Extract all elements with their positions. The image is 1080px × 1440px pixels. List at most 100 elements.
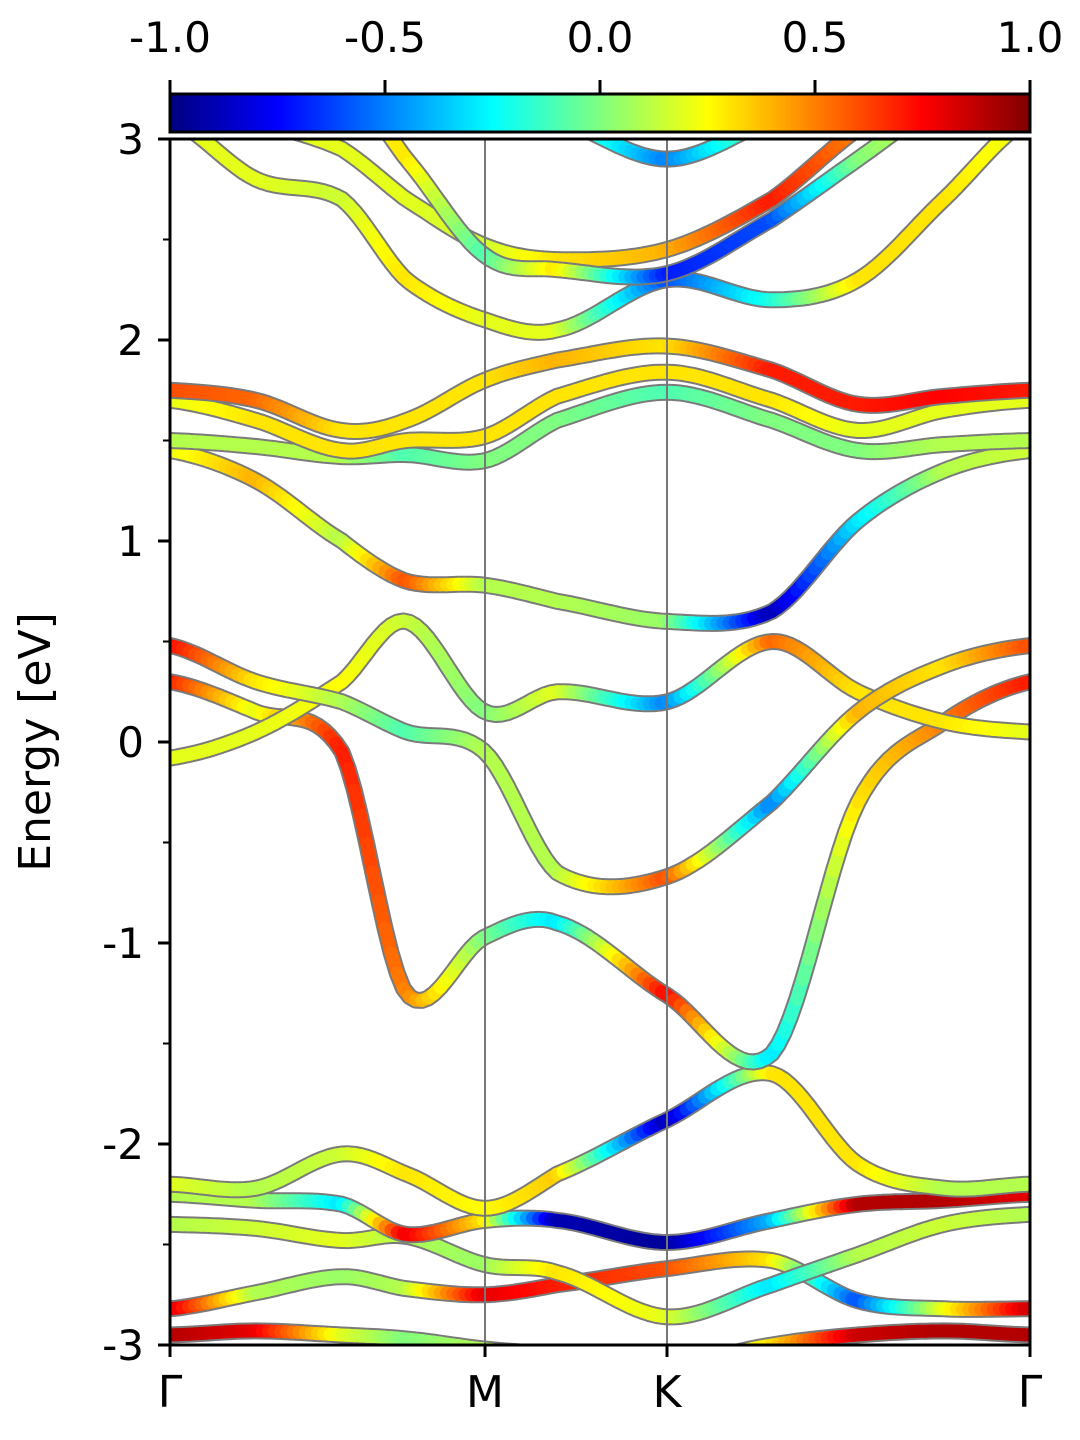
band-segment bbox=[268, 41, 274, 42]
band-segment bbox=[330, 73, 336, 76]
band-segment bbox=[729, 1353, 735, 1355]
band-segment bbox=[434, 86, 440, 88]
y-axis-label: Energy [eV] bbox=[10, 612, 61, 872]
band-segment bbox=[563, 1356, 569, 1357]
band-segment bbox=[864, 73, 870, 76]
band-segment bbox=[287, 63, 293, 64]
band-segment bbox=[589, 139, 607, 144]
band-segment bbox=[317, 69, 323, 71]
band-segment bbox=[852, 79, 858, 82]
band-segment bbox=[188, 85, 194, 88]
band-segment bbox=[680, 1363, 686, 1364]
band-segment bbox=[975, 59, 981, 62]
band-segment bbox=[324, 70, 330, 72]
band-3 bbox=[170, 1205, 1030, 1326]
band-10 bbox=[170, 383, 1030, 471]
band-segment bbox=[238, 54, 244, 56]
y-tick-label: 2 bbox=[117, 316, 144, 365]
band-segment bbox=[410, 80, 416, 82]
band-1 bbox=[170, 1322, 1030, 1364]
band-segment bbox=[256, 59, 262, 60]
band-6 bbox=[170, 673, 1030, 1071]
band-segment bbox=[569, 1356, 575, 1357]
band-16 bbox=[213, 25, 993, 168]
band-segment bbox=[213, 27, 219, 29]
band-segment bbox=[360, 64, 366, 66]
band-segment bbox=[962, 65, 968, 68]
band-segment bbox=[704, 1358, 710, 1359]
band-segment bbox=[274, 43, 280, 44]
band-segment bbox=[919, 88, 925, 91]
band-segment bbox=[293, 47, 299, 48]
band-segment bbox=[919, 46, 925, 49]
band-segment bbox=[250, 37, 256, 39]
band-segment bbox=[582, 1358, 588, 1359]
band-segment bbox=[723, 1354, 729, 1356]
band-segment bbox=[938, 39, 944, 41]
band-segment bbox=[305, 66, 311, 67]
band-segment bbox=[231, 52, 237, 54]
band-segment bbox=[422, 83, 428, 85]
band-segment bbox=[739, 1343, 752, 1345]
band-segment bbox=[962, 31, 968, 33]
band-5 bbox=[170, 1064, 1030, 1217]
band-segment bbox=[379, 70, 385, 72]
band-segment bbox=[618, 1363, 624, 1364]
band-segment bbox=[367, 66, 373, 68]
band-segment bbox=[956, 88, 962, 92]
band-segment bbox=[539, 1353, 545, 1354]
band-segment bbox=[299, 139, 318, 144]
band-segment bbox=[191, 139, 208, 145]
band-segment bbox=[453, 91, 459, 93]
colorbar: -1.0 -0.5 0.0 0.5 1.0 bbox=[129, 13, 1063, 134]
band-segment bbox=[238, 34, 244, 36]
band-segment bbox=[268, 61, 274, 62]
band-segment bbox=[498, 1344, 511, 1345]
band-segment bbox=[440, 87, 446, 89]
y-axis: 3 2 1 0 -1 -2 -3 bbox=[102, 115, 170, 1370]
band-segment bbox=[336, 57, 342, 58]
band-segment bbox=[846, 82, 852, 85]
band-segment bbox=[299, 65, 305, 66]
band-9 bbox=[170, 442, 1030, 632]
band-segment bbox=[287, 46, 293, 47]
band-segment bbox=[625, 1363, 631, 1364]
band-segment bbox=[330, 56, 336, 58]
band-segment bbox=[987, 25, 993, 26]
band-segment bbox=[575, 1357, 581, 1358]
band-segment bbox=[975, 78, 981, 81]
band-segment bbox=[195, 88, 201, 91]
band-segment bbox=[373, 68, 379, 70]
band-segment bbox=[975, 27, 981, 29]
band-segment bbox=[491, 1343, 505, 1345]
band-segment bbox=[932, 82, 938, 85]
band-segment bbox=[969, 81, 975, 84]
x-tick-label-Γ: Γ bbox=[1018, 1367, 1043, 1418]
band-segment bbox=[944, 75, 950, 78]
band-13 bbox=[188, 139, 1016, 341]
band-segment bbox=[281, 44, 287, 46]
colorbar-tick-label: 0.5 bbox=[782, 13, 849, 62]
band-segment bbox=[317, 53, 323, 54]
band-segment bbox=[969, 62, 975, 65]
band-segment bbox=[250, 57, 256, 59]
band-segment bbox=[992, 139, 1012, 149]
band-segment bbox=[981, 26, 987, 28]
band-segment bbox=[311, 51, 317, 53]
band-segment bbox=[293, 64, 299, 65]
colorbar-gradient bbox=[168, 92, 1032, 134]
band-segment bbox=[225, 51, 231, 53]
band-segment bbox=[305, 50, 311, 51]
band-segment bbox=[262, 60, 268, 61]
high-symmetry-lines bbox=[484, 139, 668, 1345]
colorbar-tick-label: 0.0 bbox=[567, 13, 634, 62]
band-segment bbox=[999, 67, 1005, 70]
y-tick-label: -3 bbox=[102, 1321, 144, 1370]
band-segment bbox=[932, 41, 938, 43]
band-segment bbox=[299, 49, 305, 51]
band-segment bbox=[987, 52, 993, 55]
band-segment bbox=[748, 1340, 766, 1345]
band-segment bbox=[981, 75, 987, 78]
band-segment bbox=[385, 72, 391, 74]
